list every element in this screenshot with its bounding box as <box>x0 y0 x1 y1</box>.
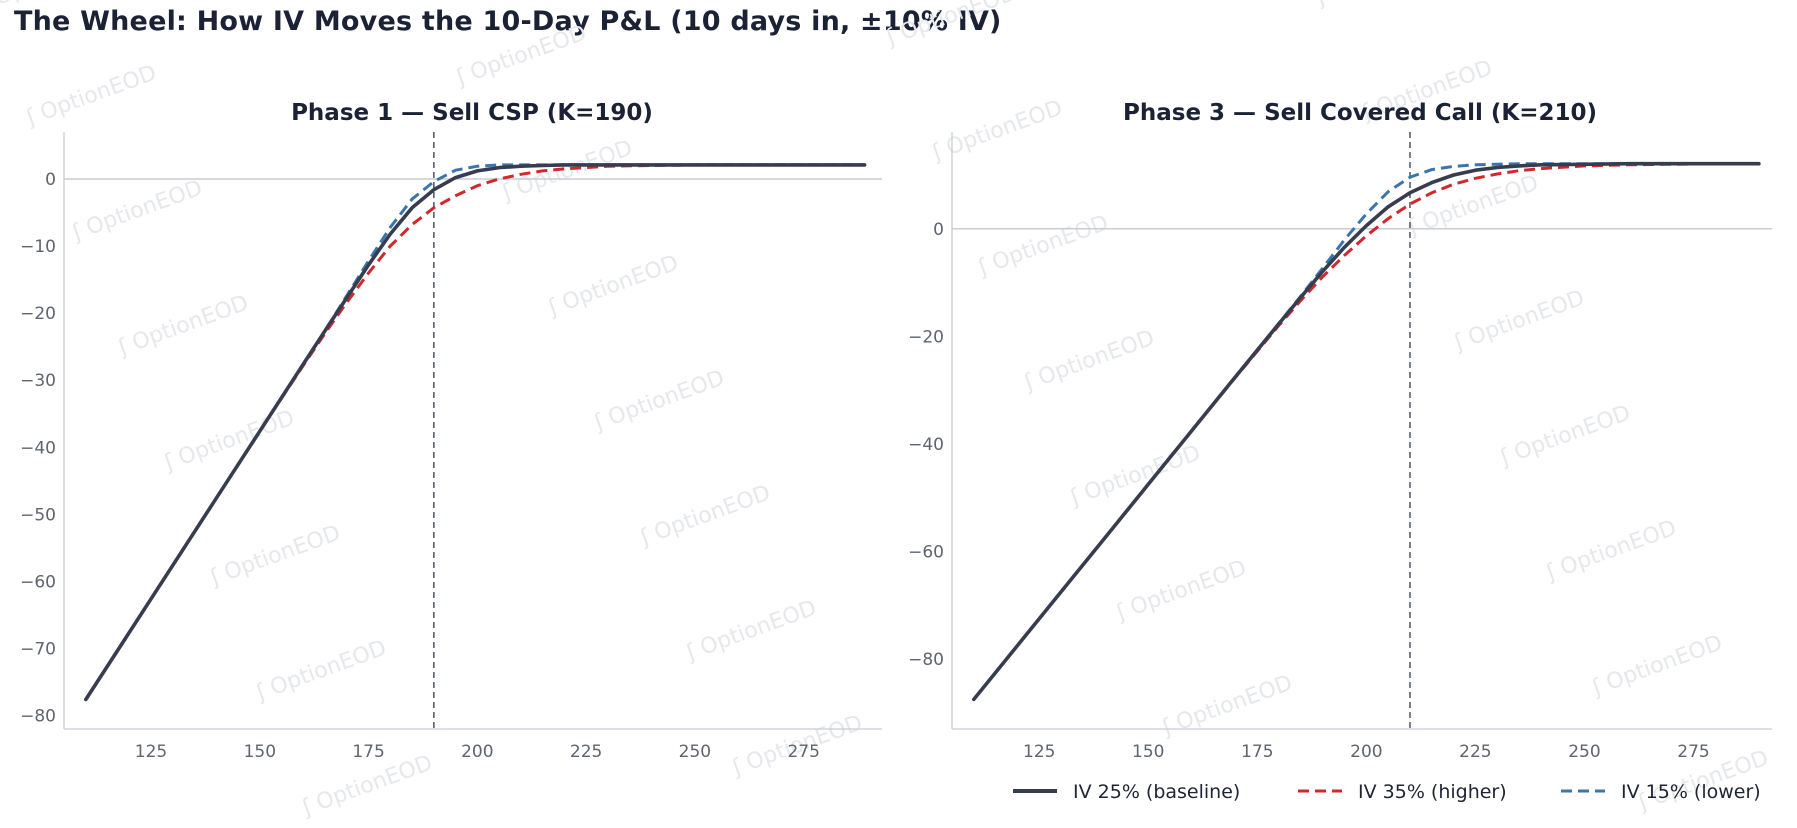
y-tick-label: −70 <box>20 640 56 660</box>
x-tick-label: 150 <box>244 742 276 762</box>
watermark-text: ʃ OptionEOD <box>883 0 1020 51</box>
y-tick-label: −20 <box>20 304 56 324</box>
watermark-text: ʃ OptionEOD <box>1159 671 1296 741</box>
watermark-text: ʃ OptionEOD <box>1021 326 1158 396</box>
watermark-text: ʃ OptionEOD <box>161 406 298 476</box>
watermark-text: ʃ OptionEOD <box>453 21 590 91</box>
series-line-higher <box>972 162 1759 701</box>
chart-panel-2: Phase 3 — Sell Covered Call (K=210) 0 −20 −… <box>908 100 1772 762</box>
series-line-lower <box>972 162 1759 701</box>
watermark-text: ʃ OptionEOD <box>975 211 1112 281</box>
watermark-text: ʃ OptionEOD <box>0 0 114 16</box>
y-tick-label: −80 <box>20 707 56 727</box>
watermark-text: ʃ OptionEOD <box>637 481 774 551</box>
watermark-text: ʃ OptionEOD <box>1113 556 1250 626</box>
legend-label: IV 15% (lower) <box>1621 781 1761 803</box>
y-tick-label: −40 <box>20 438 56 458</box>
x-tick-label: 150 <box>1132 742 1164 762</box>
y-tick-label: −80 <box>908 650 944 670</box>
x-tick-label: 175 <box>1241 742 1273 762</box>
y-tick-label: −60 <box>20 572 56 592</box>
chart-title: Phase 3 — Sell Covered Call (K=210) <box>1123 100 1597 126</box>
watermark-text: ʃ OptionEOD <box>683 596 820 666</box>
watermark-text: ʃ OptionEOD <box>1543 516 1680 586</box>
watermark-text: ʃ OptionEOD <box>1405 171 1542 241</box>
watermark-text: ʃ OptionEOD <box>1589 631 1726 701</box>
y-tick-label: 0 <box>933 220 944 240</box>
x-tick-label: 275 <box>787 742 819 762</box>
legend: IV 25% (baseline) IV 35% (higher) IV 15% (… <box>1013 781 1761 803</box>
y-tick-label: −30 <box>20 371 56 391</box>
watermark-text: ʃ OptionEOD <box>929 96 1066 166</box>
watermark-text: ʃ OptionEOD <box>545 251 682 321</box>
y-tick-label: 0 <box>45 170 56 190</box>
y-tick-label: −60 <box>908 543 944 563</box>
figure-title: The Wheel: How IV Moves the 10-Day P&L (… <box>14 6 1002 37</box>
x-tick-label: 225 <box>570 742 602 762</box>
x-tick-label: 175 <box>352 742 384 762</box>
watermark-text: ʃ OptionEOD <box>23 61 160 131</box>
watermark-text: ʃ OptionEOD <box>499 136 636 206</box>
x-tick-label: 200 <box>461 742 493 762</box>
x-tick-label: 125 <box>135 742 167 762</box>
watermark-text: ʃ OptionEOD <box>591 366 728 436</box>
legend-label: IV 25% (baseline) <box>1073 781 1240 803</box>
watermark-text: ʃ OptionEOD <box>253 636 390 706</box>
y-tick-label: −40 <box>908 435 944 455</box>
x-tick-label: 125 <box>1023 742 1055 762</box>
x-tick-label: 250 <box>679 742 711 762</box>
x-tick-label: 200 <box>1350 742 1382 762</box>
watermark-text: ʃ OptionEOD <box>207 521 344 591</box>
x-tick-label: 225 <box>1459 742 1491 762</box>
x-tick-label: 250 <box>1568 742 1600 762</box>
y-tick-label: −50 <box>20 505 56 525</box>
y-tick-label: −10 <box>20 237 56 257</box>
y-tick-label: −20 <box>908 327 944 347</box>
watermark-text: ʃ OptionEOD <box>69 176 206 246</box>
watermark-text: ʃ OptionEOD <box>1497 401 1634 471</box>
watermark-text: ʃ OptionEOD <box>115 291 252 361</box>
watermark-text: ʃ OptionEOD <box>1313 0 1450 11</box>
x-tick-label: 275 <box>1677 742 1709 762</box>
series-line-baseline <box>84 163 867 702</box>
chart-panel-1: Phase 1 — Sell CSP (K=190) 0 −10 −20 −30 −40 −… <box>20 100 882 762</box>
watermark-text: ʃ OptionEOD <box>1451 286 1588 356</box>
series-line-baseline <box>972 161 1761 702</box>
chart-title: Phase 1 — Sell CSP (K=190) <box>291 100 653 126</box>
legend-label: IV 35% (higher) <box>1358 781 1507 803</box>
